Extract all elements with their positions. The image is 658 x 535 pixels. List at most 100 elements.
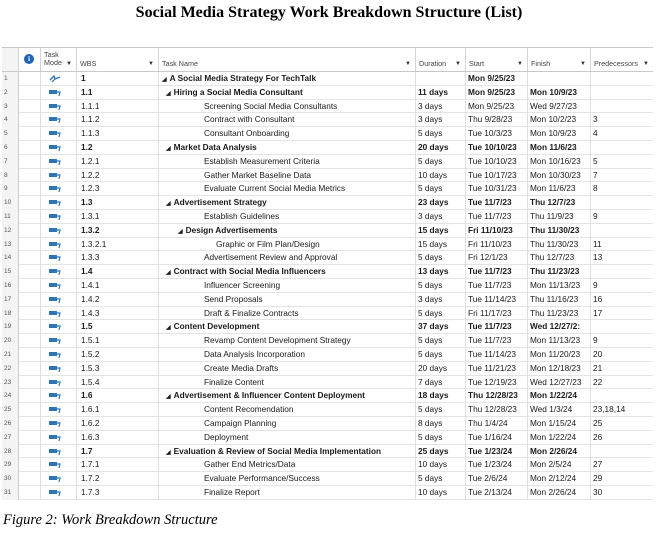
finish-cell[interactable]: Mon 11/6/23: [528, 141, 591, 155]
task-mode-cell[interactable]: [41, 99, 77, 114]
wbs-cell[interactable]: 1.5.2: [77, 348, 159, 362]
duration-cell[interactable]: 5 days: [416, 127, 466, 141]
task-mode-cell[interactable]: [41, 279, 77, 293]
task-name-cell[interactable]: Evaluate Performance/Success: [159, 472, 416, 486]
task-mode-cell[interactable]: [41, 196, 77, 210]
task-mode-cell[interactable]: [41, 141, 77, 155]
duration-cell[interactable]: 8 days: [416, 417, 466, 431]
task-mode-cell[interactable]: [41, 265, 77, 279]
task-name-cell[interactable]: Campaign Planning: [159, 417, 416, 431]
collapse-triangle-icon[interactable]: ◢: [166, 394, 171, 401]
finish-cell[interactable]: Mon 10/2/23: [528, 113, 591, 128]
predecessors-cell[interactable]: [591, 196, 653, 210]
finish-cell[interactable]: Thu 11/30/23: [528, 223, 591, 238]
start-cell[interactable]: Fri 11/10/23: [466, 237, 528, 252]
start-cell[interactable]: Tue 11/7/23: [466, 279, 528, 293]
task-name-cell[interactable]: Finalize Content: [159, 375, 416, 390]
task-mode-cell[interactable]: [41, 334, 77, 348]
predecessors-cell[interactable]: 3: [593, 114, 598, 125]
start-cell[interactable]: Tue 1/16/24: [466, 430, 528, 445]
wbs-cell[interactable]: 1.4.2: [77, 292, 159, 307]
wbs-cell[interactable]: 1.2.1: [77, 154, 159, 169]
task-mode-cell[interactable]: [41, 154, 77, 169]
finish-cell[interactable]: Mon 10/9/23: [528, 85, 591, 100]
task-mode-cell[interactable]: [41, 306, 77, 321]
start-cell[interactable]: Tue 11/7/23: [466, 320, 528, 335]
table-row[interactable]: 3 1.1.1 Screening Social Media Consultants…: [2, 99, 653, 114]
wbs-cell[interactable]: 1.6.1: [77, 403, 159, 417]
predecessors-cell[interactable]: [591, 141, 653, 155]
predecessors-cell[interactable]: [591, 389, 653, 403]
wbs-cell[interactable]: 1.7.3: [77, 486, 159, 500]
finish-header[interactable]: Finish ▼: [528, 48, 591, 71]
duration-cell[interactable]: 5 days: [416, 472, 466, 486]
task-mode-cell[interactable]: [41, 375, 77, 390]
start-cell[interactable]: Mon 9/25/23: [466, 85, 528, 100]
wbs-cell[interactable]: 1.6.2: [77, 417, 159, 431]
wbs-cell[interactable]: 1: [77, 72, 159, 86]
finish-cell[interactable]: Mon 1/15/24: [528, 417, 591, 431]
finish-cell[interactable]: Wed 9/27/23: [528, 99, 591, 114]
predecessors-cell[interactable]: 29: [593, 473, 603, 484]
start-cell[interactable]: Tue 10/10/23: [466, 154, 528, 169]
duration-cell[interactable]: 5 days: [416, 154, 466, 169]
duration-cell[interactable]: 11 days: [416, 85, 466, 100]
task-mode-cell[interactable]: [41, 348, 77, 362]
start-cell[interactable]: Tue 11/7/23: [466, 334, 528, 348]
task-name-cell[interactable]: ◢ Content Development: [159, 320, 416, 335]
duration-cell[interactable]: 5 days: [416, 348, 466, 362]
finish-cell[interactable]: Mon 10/30/23: [528, 168, 591, 183]
task-name-cell[interactable]: Establish Measurement Criteria: [159, 154, 416, 169]
start-cell[interactable]: Tue 11/14/23: [466, 292, 528, 307]
table-row[interactable]: 8 1.2.2 Gather Market Baseline Data 10 days…: [2, 168, 653, 183]
task-mode-header[interactable]: Task Mode ▼: [41, 48, 77, 71]
predecessors-cell[interactable]: [591, 320, 653, 334]
task-name-cell[interactable]: Gather End Metrics/Data: [159, 458, 416, 473]
task-name-cell[interactable]: ◢ Hiring a Social Media Consultant: [159, 85, 416, 100]
collapse-triangle-icon[interactable]: ◢: [162, 77, 167, 83]
predecessors-cell[interactable]: 11: [593, 238, 602, 249]
wbs-cell[interactable]: 1.5.1: [77, 334, 159, 348]
chevron-down-icon[interactable]: ▼: [643, 61, 649, 67]
task-name-cell[interactable]: Create Media Drafts: [159, 361, 416, 376]
wbs-cell[interactable]: 1.1: [77, 85, 159, 100]
start-cell[interactable]: Tue 11/14/23: [466, 348, 528, 362]
task-mode-cell[interactable]: [41, 472, 77, 486]
duration-cell[interactable]: 20 days: [416, 361, 466, 376]
table-row[interactable]: 12 1.3.2 ◢ Design Advertisements 15 days Fri …: [2, 223, 653, 238]
finish-cell[interactable]: Mon 11/6/23: [528, 182, 591, 197]
duration-cell[interactable]: 37 days: [416, 320, 466, 335]
finish-cell[interactable]: Mon 10/9/23: [528, 127, 591, 141]
task-name-cell[interactable]: ◢ Design Advertisements: [159, 223, 416, 238]
table-row[interactable]: 18 1.4.3 Draft & Finalize Contracts 5 days F…: [2, 306, 653, 321]
duration-cell[interactable]: 15 days: [416, 237, 466, 252]
wbs-cell[interactable]: 1.4.1: [77, 279, 159, 293]
task-name-cell[interactable]: Data Analysis Incorporation: [159, 348, 416, 362]
start-cell[interactable]: Tue 11/7/23: [466, 265, 528, 279]
table-row[interactable]: 26 1.6.2 Campaign Planning 8 days Thu 1/4/24…: [2, 417, 653, 431]
task-name-cell[interactable]: ◢ Advertisement Strategy: [159, 196, 416, 210]
wbs-cell[interactable]: 1.1.2: [77, 113, 159, 128]
table-row[interactable]: 13 1.3.2.1 Graphic or Film Plan/Design 15 d…: [2, 237, 653, 252]
wbs-cell[interactable]: 1.2.3: [77, 182, 159, 197]
predecessors-cell[interactable]: 16: [593, 293, 603, 304]
task-mode-cell[interactable]: [41, 72, 77, 86]
predecessors-cell[interactable]: 21: [593, 362, 603, 373]
start-cell[interactable]: Tue 11/7/23: [466, 196, 528, 210]
task-mode-cell[interactable]: [41, 237, 77, 252]
wbs-cell[interactable]: 1.4: [77, 265, 159, 279]
task-name-cell[interactable]: Revamp Content Development Strategy: [159, 334, 416, 348]
collapse-triangle-icon[interactable]: ◢: [166, 146, 171, 152]
table-row[interactable]: 17 1.4.2 Send Proposals 3 days Tue 11/14/23 T…: [2, 292, 653, 307]
table-row[interactable]: 11 1.3.1 Establish Guidelines 3 days Tue 11/…: [2, 210, 653, 224]
predecessors-cell[interactable]: 9: [593, 280, 598, 290]
table-row[interactable]: 30 1.7.2 Evaluate Performance/Success 5 day…: [2, 472, 653, 486]
duration-cell[interactable]: 23 days: [416, 196, 466, 210]
table-row[interactable]: 25 1.6.1 Content Recomendation 5 days Thu 12…: [2, 403, 653, 417]
wbs-cell[interactable]: 1.7: [77, 444, 159, 459]
task-name-cell[interactable]: Advertisement Review and Approval: [159, 251, 416, 266]
table-row[interactable]: 2 1.1 ◢ Hiring a Social Media Consultant 11 …: [2, 85, 653, 100]
predecessors-cell[interactable]: 17: [593, 307, 603, 318]
predecessors-cell[interactable]: [591, 86, 653, 100]
finish-cell[interactable]: Wed 1/3/24: [528, 403, 591, 417]
